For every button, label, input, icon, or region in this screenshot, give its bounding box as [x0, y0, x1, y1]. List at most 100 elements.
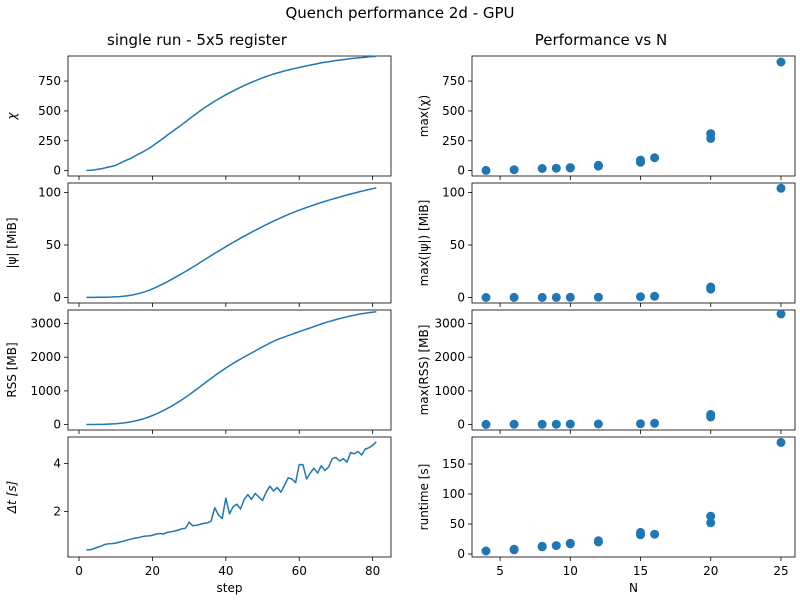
data-point: [650, 529, 660, 539]
data-point: [481, 546, 491, 556]
y-axis-label: max(|ψ|) [MiB]: [417, 200, 431, 287]
x-tick-label: 20: [703, 564, 718, 578]
left-column-title: single run - 5x5 register: [107, 31, 288, 49]
y-tick-label: 1000: [30, 384, 61, 398]
y-tick-label: 50: [46, 238, 61, 252]
y-tick-label: 4: [53, 456, 61, 470]
axes-frame: [471, 436, 796, 558]
data-point: [650, 418, 660, 428]
data-point: [551, 163, 561, 173]
data-point: [593, 419, 603, 429]
panel-runtime-vs-N: 0 50 100 150 5 10 15 20 25 runtime [s] N: [417, 436, 796, 595]
axes-frame: [471, 182, 796, 304]
series-line: [86, 187, 377, 299]
data-point: [706, 511, 716, 521]
data-point: [650, 291, 660, 301]
data-point: [636, 292, 645, 302]
y-tick-label: 2000: [30, 350, 61, 364]
x-tick-label: 15: [633, 564, 648, 578]
y-tick-label: 50: [450, 238, 465, 252]
right-column-title: Performance vs N: [535, 31, 668, 49]
data-point: [593, 292, 603, 302]
y-axis-label: |ψ| [MiB]: [5, 217, 19, 268]
data-point: [509, 419, 519, 429]
data-point: [537, 164, 547, 173]
x-tick-label: 25: [773, 564, 788, 578]
y-tick-label: 1000: [434, 384, 465, 398]
axes-frame: [67, 55, 392, 177]
y-axis-label: χ: [5, 112, 19, 121]
panel-rss-vs-step: 0 1000 2000 3000 RSS [MB]: [5, 309, 392, 434]
x-tick-label: 80: [365, 564, 380, 578]
y-tick-label: 50: [450, 517, 465, 531]
axes-frame: [67, 436, 392, 558]
x-axis-label: step: [217, 581, 243, 595]
x-tick-label: 10: [563, 564, 578, 578]
y-tick-label: 150: [442, 457, 465, 471]
data-point: [537, 541, 547, 551]
data-point: [509, 165, 519, 175]
data-point: [593, 536, 603, 546]
data-point: [551, 541, 561, 551]
axes-frame: [471, 55, 796, 177]
data-point: [650, 153, 660, 163]
y-tick-label: 250: [442, 134, 465, 148]
data-point: [481, 293, 491, 302]
x-tick-label: 5: [496, 564, 504, 578]
y-tick-label: 750: [38, 74, 61, 88]
data-point: [706, 133, 716, 143]
panel-max-psi-vs-N: 0 50 100 max(|ψ|) [MiB]: [417, 182, 796, 307]
y-tick-label: 2: [53, 504, 61, 518]
y-tick-label: 100: [442, 487, 465, 501]
y-axis-label: RSS [MB]: [5, 342, 19, 397]
data-point: [537, 292, 547, 302]
y-tick-label: 3000: [434, 316, 465, 330]
axes-frame: [471, 309, 796, 431]
data-point: [776, 437, 786, 447]
y-tick-label: 0: [457, 418, 465, 432]
y-tick-label: 0: [457, 291, 465, 305]
y-tick-label: 250: [38, 134, 61, 148]
data-point: [776, 183, 786, 193]
x-tick-label: 0: [75, 564, 83, 578]
y-tick-label: 500: [38, 104, 61, 118]
y-tick-label: 2000: [434, 350, 465, 364]
data-point: [565, 419, 575, 429]
panel-psi-vs-step: 0 50 100 |ψ| [MiB]: [5, 182, 392, 307]
data-point: [776, 309, 786, 319]
data-point: [481, 419, 491, 429]
data-point: [565, 163, 575, 173]
x-tick-label: 20: [145, 564, 160, 578]
y-tick-label: 100: [442, 185, 465, 199]
data-point: [551, 419, 561, 429]
y-axis-label: max(χ): [417, 95, 431, 137]
panel-max-chi-vs-N: 0 250 500 750 max(χ): [417, 55, 796, 180]
y-axis-label: max(RSS) [MB]: [417, 325, 431, 416]
y-axis-label: Δt [s]: [5, 481, 19, 515]
data-point: [636, 155, 645, 165]
x-tick-label: 40: [218, 564, 233, 578]
panel-chi-vs-step: 0 250 500 750 χ: [5, 55, 392, 180]
data-point: [551, 292, 561, 302]
series-line: [86, 55, 377, 172]
y-tick-label: 0: [53, 418, 61, 432]
data-point: [565, 292, 575, 302]
axes-frame: [67, 182, 392, 304]
figure-suptitle: Quench performance 2d - GPU: [285, 4, 514, 22]
y-tick-label: 0: [457, 164, 465, 178]
x-axis-label: N: [629, 581, 638, 595]
axes-frame: [67, 309, 392, 431]
y-axis-label: runtime [s]: [417, 464, 431, 531]
x-tick-label: 60: [292, 564, 307, 578]
data-point: [706, 518, 716, 528]
data-point: [509, 292, 519, 302]
data-point: [565, 538, 575, 548]
data-point: [636, 527, 645, 537]
y-tick-label: 500: [442, 104, 465, 118]
data-point: [537, 419, 547, 429]
data-point: [481, 165, 491, 175]
